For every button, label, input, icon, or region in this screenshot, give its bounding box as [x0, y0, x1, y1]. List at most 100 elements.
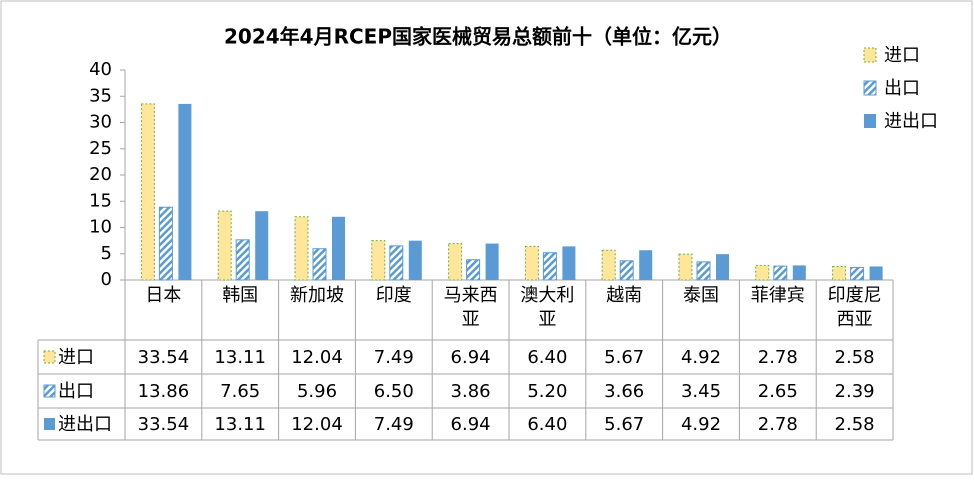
bar: [542, 252, 557, 281]
x-tick-label: 韩国: [222, 285, 259, 306]
table-value: 2.39: [835, 381, 875, 402]
bar: [312, 248, 327, 281]
y-tick-label: 20: [89, 164, 112, 185]
y-tick-label: 0: [101, 269, 112, 290]
table-value: 6.94: [451, 414, 491, 435]
legend-key: [863, 80, 877, 96]
x-tick-label: 日本: [145, 285, 182, 306]
y-tick-label: 15: [89, 190, 112, 211]
category-cell: 日本: [145, 285, 182, 306]
x-tick-label: 澳大利亚: [520, 285, 575, 330]
bar: [408, 240, 422, 280]
x-tick-label: 菲律宾: [750, 285, 805, 306]
bar: [562, 246, 576, 280]
table-legend-key: [44, 418, 55, 430]
table-value: 6.40: [527, 414, 567, 435]
table-value: 2.65: [758, 381, 798, 402]
y-tick-label: 40: [89, 59, 112, 80]
table-value: 5.67: [604, 414, 644, 435]
table-row-label: 进口: [58, 347, 94, 368]
chart-title: 2024年4月RCEP国家医械贸易总额前十（单位：亿元）: [224, 25, 732, 49]
category-cell: 韩国: [222, 285, 259, 306]
table-value: 3.86: [451, 381, 491, 402]
table-value: 6.40: [527, 347, 567, 368]
legend-label: 进出口: [884, 111, 938, 132]
bar: [850, 266, 865, 281]
bar: [696, 261, 711, 281]
table-legend-key: [43, 350, 56, 364]
table-value: 12.04: [291, 347, 343, 368]
table-value: 4.92: [681, 414, 721, 435]
y-tick-label: 25: [89, 138, 112, 159]
bar: [235, 239, 250, 281]
bar: [448, 243, 463, 281]
x-tick-label: 泰国: [682, 285, 719, 306]
table-value: 33.54: [138, 414, 190, 435]
table-value: 33.54: [138, 347, 190, 368]
bar: [832, 265, 847, 281]
x-tick-label: 新加坡: [289, 285, 344, 306]
table-value: 5.20: [527, 381, 567, 402]
category-cell: 越南: [606, 285, 643, 306]
table-value: 6.94: [451, 347, 491, 368]
y-tick-label: 35: [89, 85, 112, 106]
category-cell: 泰国: [682, 285, 719, 306]
bar: [678, 253, 693, 281]
category-cell: 印度: [375, 285, 412, 306]
x-tick-label: 印度尼西亚: [827, 285, 882, 330]
table-value: 2.78: [758, 347, 798, 368]
x-tick-label: 印度: [375, 285, 412, 306]
table-row-label: 出口: [58, 381, 94, 402]
bar: [869, 266, 883, 280]
x-tick-label: 越南: [606, 285, 643, 306]
table-value: 7.49: [374, 347, 414, 368]
bar: [716, 254, 729, 280]
category-cell: 马来西亚: [443, 285, 498, 330]
table-value: 13.11: [214, 414, 266, 435]
table-value: 13.11: [214, 347, 266, 368]
bar: [639, 250, 653, 280]
bar: [371, 240, 386, 281]
bar: [792, 265, 806, 280]
table-value: 5.67: [604, 347, 644, 368]
y-tick-label: 10: [89, 217, 112, 238]
bar: [140, 103, 155, 281]
bar: [294, 216, 309, 281]
bar: [601, 249, 616, 281]
bar: [485, 243, 499, 280]
category-cell: 印度尼西亚: [827, 285, 882, 330]
bar: [178, 103, 192, 280]
y-tick-label: 5: [101, 243, 112, 264]
y-tick-label: 30: [89, 112, 112, 133]
bar: [389, 245, 404, 281]
table-row-label: 进出口: [58, 414, 112, 435]
x-tick-label: 马来西亚: [443, 285, 498, 330]
table-value: 2.58: [835, 414, 875, 435]
table-value: 13.86: [138, 381, 190, 402]
table-value: 3.66: [604, 381, 644, 402]
table-value: 4.92: [681, 347, 721, 368]
table-value: 2.58: [835, 347, 875, 368]
legend-label: 进口: [884, 45, 920, 66]
table-value: 6.50: [374, 381, 414, 402]
category-cell: 菲律宾: [750, 285, 805, 306]
category-cell: 新加坡: [289, 285, 344, 306]
bar: [619, 260, 634, 281]
legend-key: [863, 47, 877, 63]
bar: [755, 264, 770, 281]
bar: [466, 259, 481, 281]
category-cell: 澳大利亚: [520, 285, 575, 330]
table-legend-key: [43, 384, 56, 398]
bar: [773, 265, 788, 281]
table-value: 2.78: [758, 414, 798, 435]
bar: [158, 206, 173, 281]
legend-key: [864, 114, 876, 128]
table-value: 3.45: [681, 381, 721, 402]
bar: [217, 210, 232, 281]
bar: [524, 245, 539, 281]
table-value: 5.96: [297, 381, 337, 402]
table-value: 7.65: [220, 381, 260, 402]
table-value: 7.49: [374, 414, 414, 435]
legend-label: 出口: [884, 78, 920, 99]
